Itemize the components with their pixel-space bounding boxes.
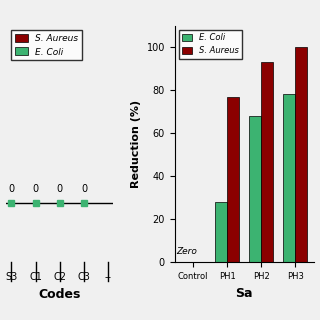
X-axis label: Sa: Sa (236, 287, 253, 300)
Bar (284, 94, 295, 262)
Text: 0: 0 (32, 184, 39, 194)
X-axis label: Codes: Codes (39, 288, 81, 301)
Legend: E. Coli, S. Aureus: E. Coli, S. Aureus (179, 30, 242, 59)
Text: Zero: Zero (177, 247, 197, 256)
Y-axis label: Reduction (%): Reduction (%) (131, 100, 141, 188)
Legend: S. Aureus, E. Coli: S. Aureus, E. Coli (11, 30, 82, 60)
Bar (261, 62, 273, 262)
Bar (227, 97, 239, 262)
Bar (295, 47, 307, 262)
Bar (215, 202, 227, 262)
Text: 0: 0 (8, 184, 14, 194)
Bar (249, 116, 261, 262)
Text: 0: 0 (57, 184, 63, 194)
Text: 0: 0 (81, 184, 87, 194)
